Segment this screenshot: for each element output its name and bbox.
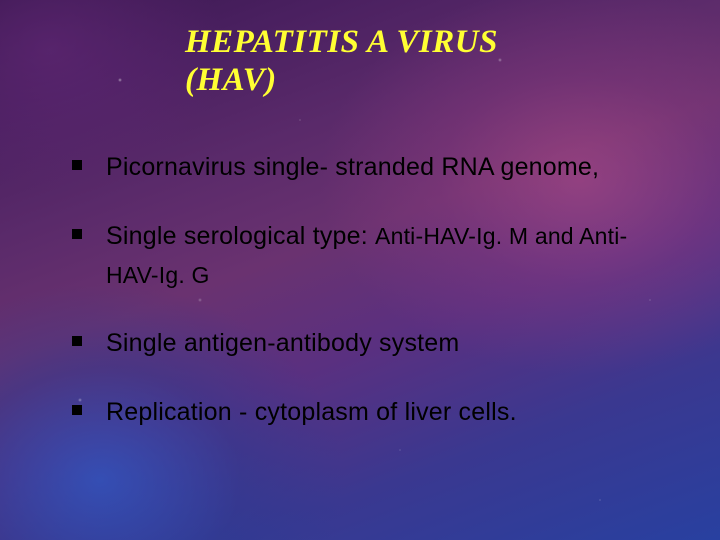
list-item: Picornavirus single- stranded RNA genome… <box>72 148 680 187</box>
bullet-text: Replication - cytoplasm of liver cells. <box>106 398 517 426</box>
list-item: Replication - cytoplasm of liver cells. <box>72 393 680 432</box>
list-item: Single antigen-antibody system <box>72 324 680 363</box>
bullet-text: Single antigen-antibody system <box>106 329 459 357</box>
list-item: Single serological type: Anti-HAV-Ig. M … <box>72 217 680 295</box>
slide-title: HEPATITIS A VIRUS (HAV) <box>185 24 498 100</box>
bullet-text: Picornavirus single- stranded RNA genome… <box>106 153 599 181</box>
title-line-2: (HAV) <box>185 62 277 98</box>
bullet-text: Single serological type: <box>106 222 375 250</box>
bullet-list: Picornavirus single- stranded RNA genome… <box>72 148 680 462</box>
title-line-1: HEPATITIS A VIRUS <box>185 24 498 60</box>
slide: HEPATITIS A VIRUS (HAV) Picornavirus sin… <box>0 0 720 540</box>
